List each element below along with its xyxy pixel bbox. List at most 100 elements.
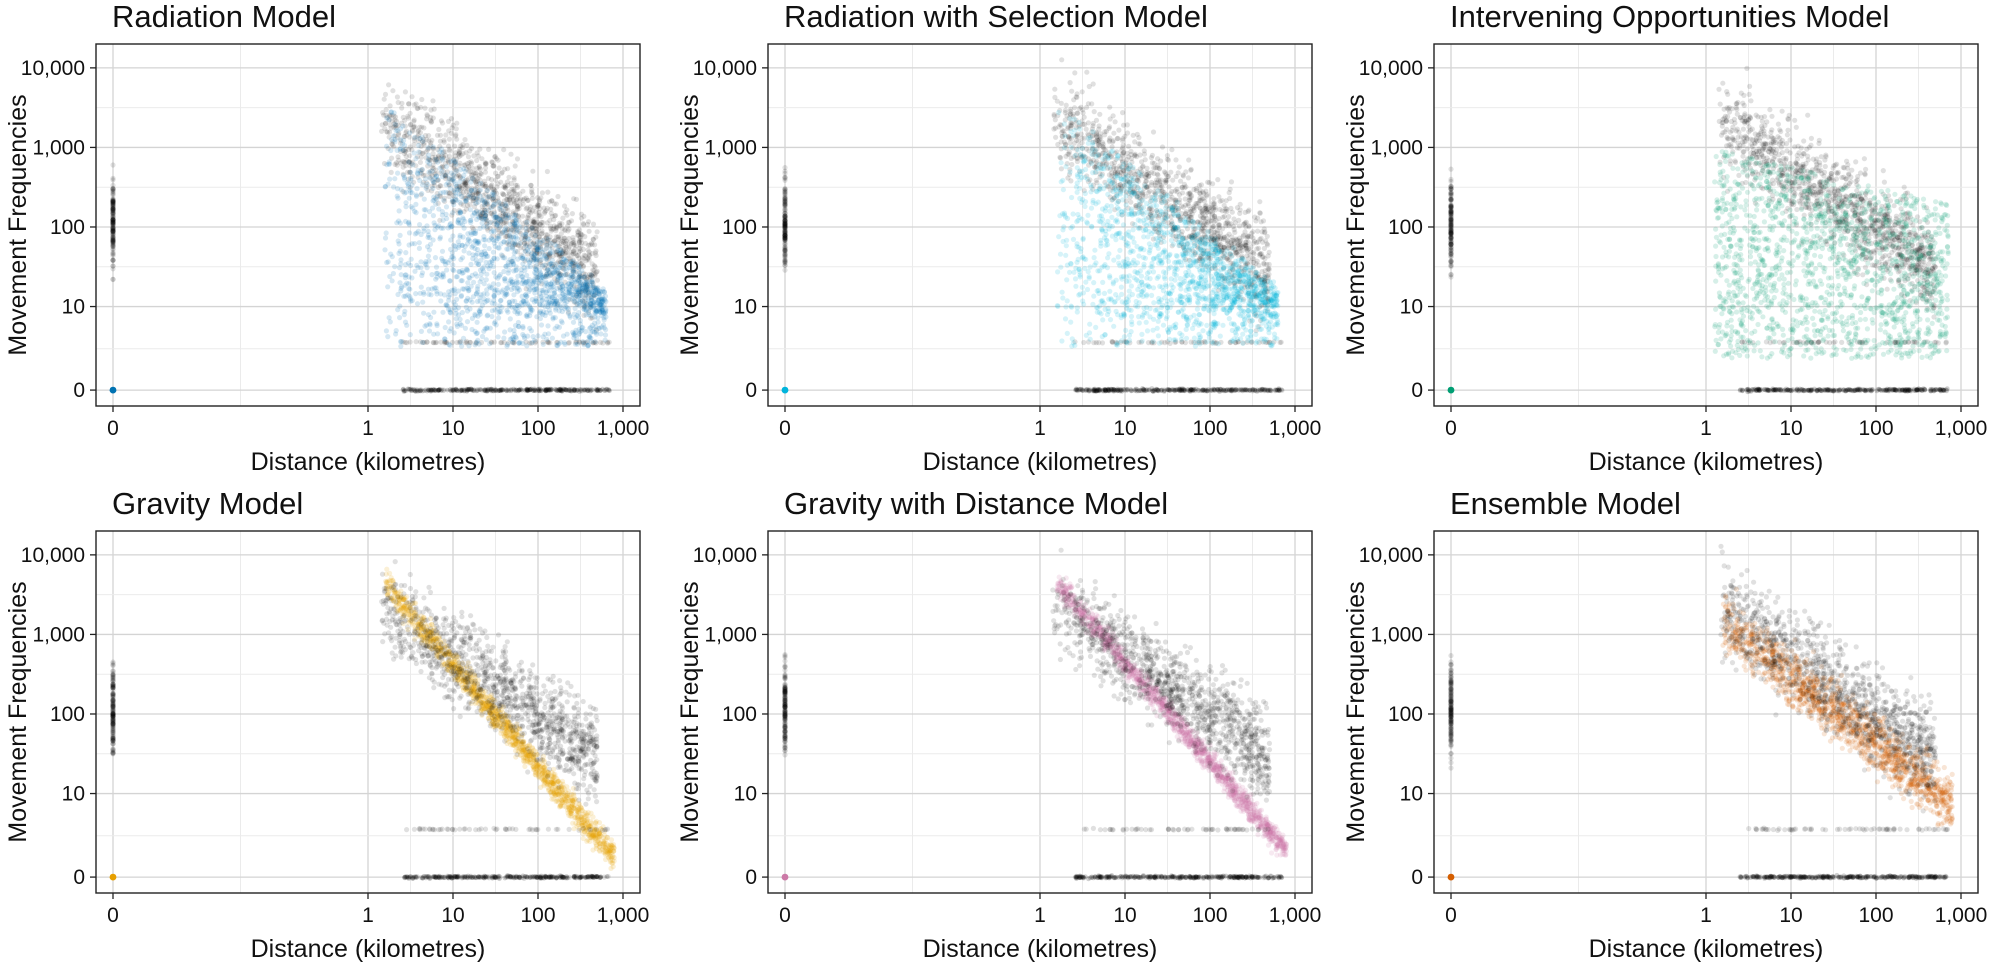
observed-point bbox=[463, 180, 469, 186]
observed-point bbox=[570, 268, 576, 274]
observed-point bbox=[515, 203, 521, 210]
observed-point bbox=[542, 273, 548, 279]
observed-point bbox=[476, 188, 482, 194]
observed-point bbox=[401, 150, 408, 157]
observed-point bbox=[1263, 238, 1269, 244]
model-point bbox=[406, 242, 412, 248]
model-point bbox=[555, 279, 561, 285]
observed-point bbox=[419, 167, 425, 173]
observed-band-point bbox=[448, 388, 454, 394]
observed-point bbox=[483, 200, 489, 206]
observed-point bbox=[534, 250, 540, 256]
observed-point bbox=[495, 233, 501, 239]
observed-point bbox=[457, 174, 464, 180]
model-point bbox=[398, 261, 404, 267]
observed-point bbox=[490, 388, 496, 394]
observed-point bbox=[435, 184, 442, 190]
observed-point bbox=[561, 246, 567, 252]
observed-point bbox=[578, 231, 584, 237]
observed-point bbox=[595, 387, 601, 393]
observed-point bbox=[593, 234, 599, 240]
observed-point bbox=[408, 122, 414, 128]
observed-point bbox=[458, 143, 464, 149]
model-point bbox=[566, 265, 573, 271]
observed-point bbox=[508, 234, 515, 240]
observed-point bbox=[606, 339, 612, 345]
model-point bbox=[474, 319, 480, 325]
model-point bbox=[436, 223, 442, 229]
observed-point bbox=[532, 248, 538, 254]
observed-point bbox=[404, 340, 410, 346]
observed-point bbox=[522, 258, 528, 264]
observed-point bbox=[578, 237, 584, 243]
observed-point bbox=[488, 219, 494, 225]
observed-point bbox=[465, 183, 471, 189]
observed-point bbox=[1217, 206, 1223, 213]
observed-point bbox=[524, 218, 531, 224]
observed-point bbox=[537, 257, 543, 264]
model-point bbox=[557, 293, 563, 299]
observed-point bbox=[565, 309, 572, 315]
observed-point bbox=[468, 187, 474, 193]
observed-point bbox=[569, 274, 575, 280]
model-point bbox=[417, 222, 423, 228]
observed-zero-point bbox=[782, 168, 788, 174]
observed-point bbox=[433, 159, 439, 165]
observed-point bbox=[482, 216, 488, 222]
model-point bbox=[439, 248, 446, 254]
model-point bbox=[515, 279, 521, 285]
model-point bbox=[457, 234, 463, 240]
observed-point bbox=[493, 177, 499, 183]
observed-point bbox=[395, 154, 401, 160]
observed-point bbox=[590, 340, 596, 346]
model-point bbox=[526, 236, 532, 242]
model-point bbox=[577, 296, 584, 303]
observed-point bbox=[555, 251, 561, 257]
observed-point bbox=[532, 225, 538, 231]
observed-point bbox=[586, 219, 592, 225]
observed-point bbox=[525, 251, 531, 257]
observed-point bbox=[527, 204, 534, 210]
observed-point bbox=[482, 165, 489, 171]
model-point bbox=[583, 307, 589, 313]
observed-point bbox=[531, 256, 537, 262]
observed-point bbox=[413, 101, 419, 107]
observed-zero-point bbox=[110, 239, 116, 245]
observed-point bbox=[563, 240, 569, 247]
observed-point bbox=[577, 274, 583, 280]
observed-point bbox=[394, 135, 400, 141]
observed-point bbox=[549, 245, 555, 251]
observed-point bbox=[580, 246, 586, 252]
observed-point bbox=[446, 157, 452, 163]
observed-point bbox=[1165, 173, 1171, 179]
model-point bbox=[484, 291, 490, 297]
model-point bbox=[463, 298, 469, 304]
observed-point bbox=[429, 173, 435, 179]
observed-point bbox=[509, 240, 515, 246]
observed-point bbox=[588, 272, 594, 278]
model-point bbox=[536, 267, 543, 273]
model-point bbox=[491, 240, 497, 246]
observed-point bbox=[593, 327, 600, 333]
observed-point bbox=[1236, 217, 1242, 223]
observed-zero-point bbox=[110, 225, 116, 231]
observed-point bbox=[544, 273, 550, 279]
observed-point bbox=[442, 195, 448, 201]
model-point bbox=[534, 246, 541, 252]
model-point bbox=[450, 210, 456, 216]
observed-point bbox=[498, 216, 504, 222]
observed-zero-point bbox=[110, 229, 116, 235]
observed-point bbox=[510, 196, 516, 202]
observed-point bbox=[485, 185, 492, 191]
observed-point bbox=[409, 174, 415, 180]
observed-point bbox=[391, 144, 397, 150]
observed-point bbox=[523, 339, 529, 345]
model-point bbox=[540, 334, 546, 340]
model-point bbox=[401, 312, 407, 318]
observed-point bbox=[1180, 204, 1186, 210]
observed-point bbox=[439, 153, 445, 159]
observed-point bbox=[487, 204, 493, 210]
observed-point bbox=[446, 182, 452, 188]
observed-point bbox=[556, 243, 563, 249]
observed-point bbox=[459, 186, 465, 192]
